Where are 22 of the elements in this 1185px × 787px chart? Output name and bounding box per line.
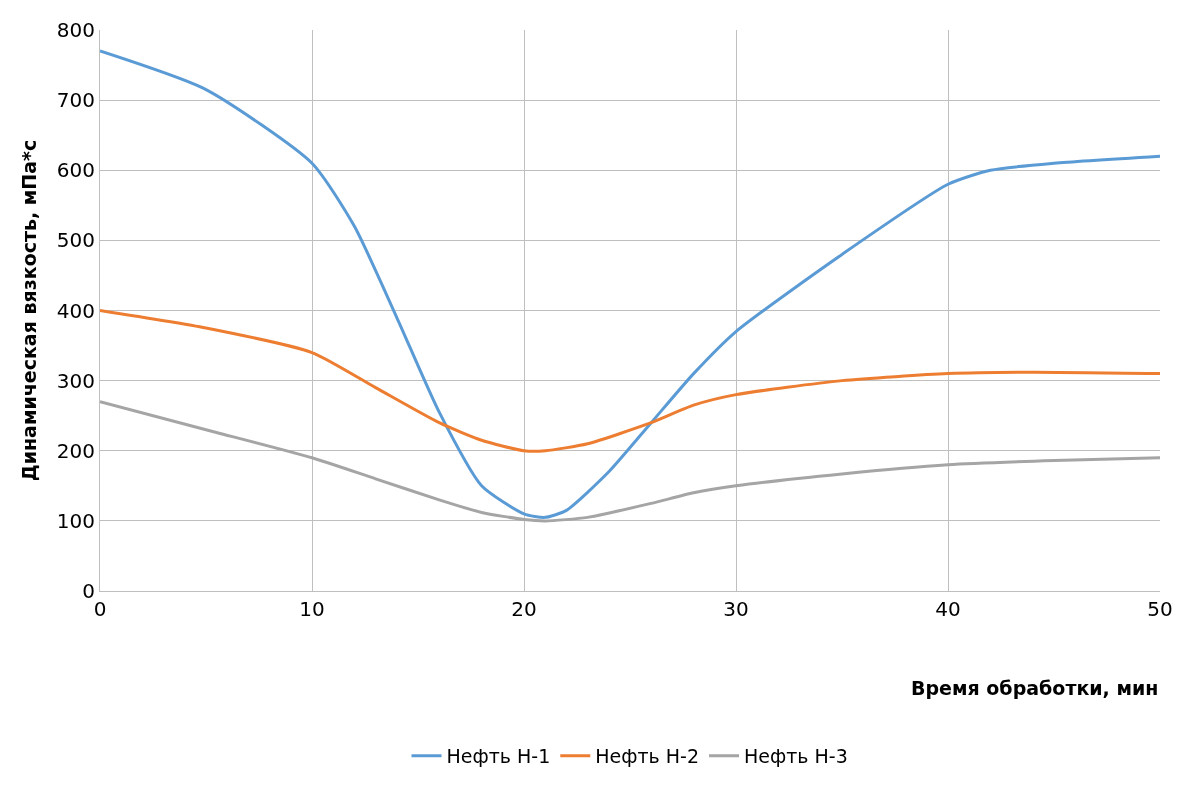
line-series: [100, 49, 1160, 519]
legend-label: Нефть Н-1: [446, 745, 551, 768]
y-tick-label: 500: [56, 228, 95, 253]
line-series: [100, 400, 1160, 523]
legend-label: Нефть Н-2: [595, 745, 700, 768]
y-tick-label: 800: [56, 18, 95, 42]
x-axis-title: Время обработки, мин: [911, 677, 1159, 699]
y-tick-label: 0: [82, 579, 95, 603]
legend-label: Нефть Н-3: [744, 745, 848, 768]
x-tick-label: 50: [1147, 597, 1173, 621]
y-tick-label: 300: [56, 368, 95, 393]
x-tick-label: 40: [935, 597, 961, 621]
y-tick-label: 100: [56, 508, 95, 533]
y-tick-label: 600: [56, 158, 95, 183]
y-axis-title: Динамическая вязкость, мПа*с: [17, 139, 40, 482]
y-tick-label: 200: [56, 438, 95, 463]
x-tick-label: 30: [723, 597, 749, 621]
x-tick-label: 10: [299, 597, 325, 621]
line-series: [100, 309, 1160, 453]
y-tick-label: 400: [56, 298, 95, 323]
y-tick-label: 700: [56, 88, 95, 113]
x-tick-label: 20: [511, 597, 537, 621]
